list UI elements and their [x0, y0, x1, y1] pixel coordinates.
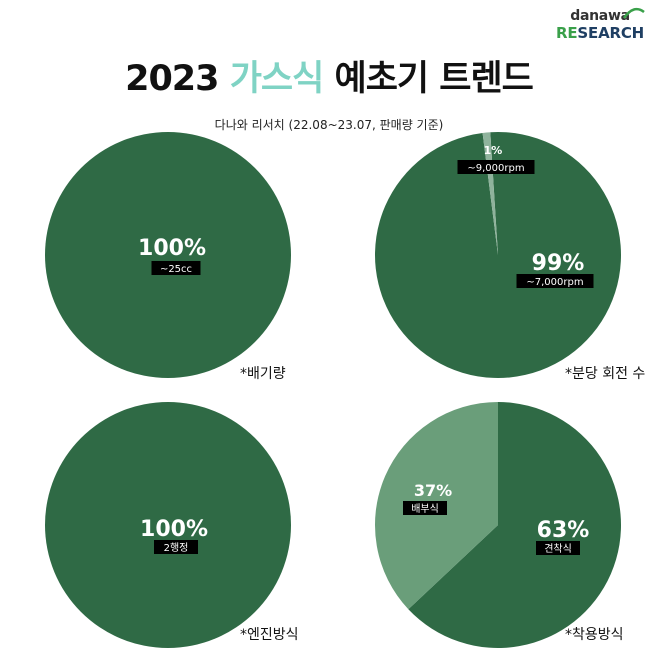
chart-caption: *착용방식 — [565, 627, 624, 643]
slice-percent-label: 99% — [532, 251, 585, 276]
slice-tag-background — [403, 501, 447, 515]
slice-category-label: ~9,000rpm — [467, 163, 524, 174]
slice-category-label: ~25cc — [160, 264, 192, 275]
slice-percent-label: 37% — [414, 481, 452, 500]
slice-category-label: 견착식 — [544, 543, 572, 555]
slice-tag-background — [457, 160, 535, 174]
chart-caption: *배기량 — [240, 366, 286, 382]
pie-slice — [375, 131, 622, 378]
slice-tag-background — [151, 261, 201, 275]
title-rest: 예초기 트렌드 — [334, 59, 534, 99]
pie-chart-2: 99%~7,000rpm 1% ~9,000rpm *분당 회전 수 — [375, 131, 645, 382]
logo-search: SEARCH — [577, 24, 644, 42]
slice-category-label: ~7,000rpm — [526, 277, 583, 288]
pie-chart-4: 63%견착식 37% 배부식 *착용방식 — [375, 402, 624, 649]
danawa-research-logo: danawa RESEARCH — [556, 7, 645, 42]
pie-slice — [45, 132, 291, 378]
slice-percent-label: 1% — [484, 144, 503, 157]
page-title: 2023 가스식 예초기 트렌드 — [0, 50, 658, 101]
slice-category-label: 배부식 — [411, 503, 439, 515]
pie-slice — [45, 402, 291, 648]
slice-percent-label: 63% — [537, 518, 590, 543]
logo-re: RE — [556, 24, 578, 42]
pie-slice — [408, 402, 622, 649]
title-accent: 가스식 — [229, 59, 325, 99]
title-year: 2023 — [125, 59, 219, 99]
slice-percent-label: 100% — [138, 236, 206, 261]
slice-tag-background — [516, 274, 594, 288]
pie-chart-3: 100%2행정 *엔진방식 — [45, 402, 299, 648]
logo-bottom-text: RESEARCH — [556, 24, 644, 42]
slice-percent-label: 100% — [140, 517, 208, 542]
pie-chart-1: 100% ~25cc *배기량 — [45, 132, 291, 382]
slice-tag-background — [536, 541, 580, 555]
slice-tag-background — [154, 540, 198, 554]
page-subtitle: 다나와 리서치 (22.08~23.07, 판매량 기준) — [214, 118, 444, 132]
logo-top-text: danawa — [570, 8, 630, 24]
chart-caption: *분당 회전 수 — [565, 366, 645, 382]
slice-category-label: 2행정 — [164, 542, 189, 554]
chart-caption: *엔진방식 — [240, 627, 299, 643]
logo-arc-icon — [622, 7, 645, 19]
